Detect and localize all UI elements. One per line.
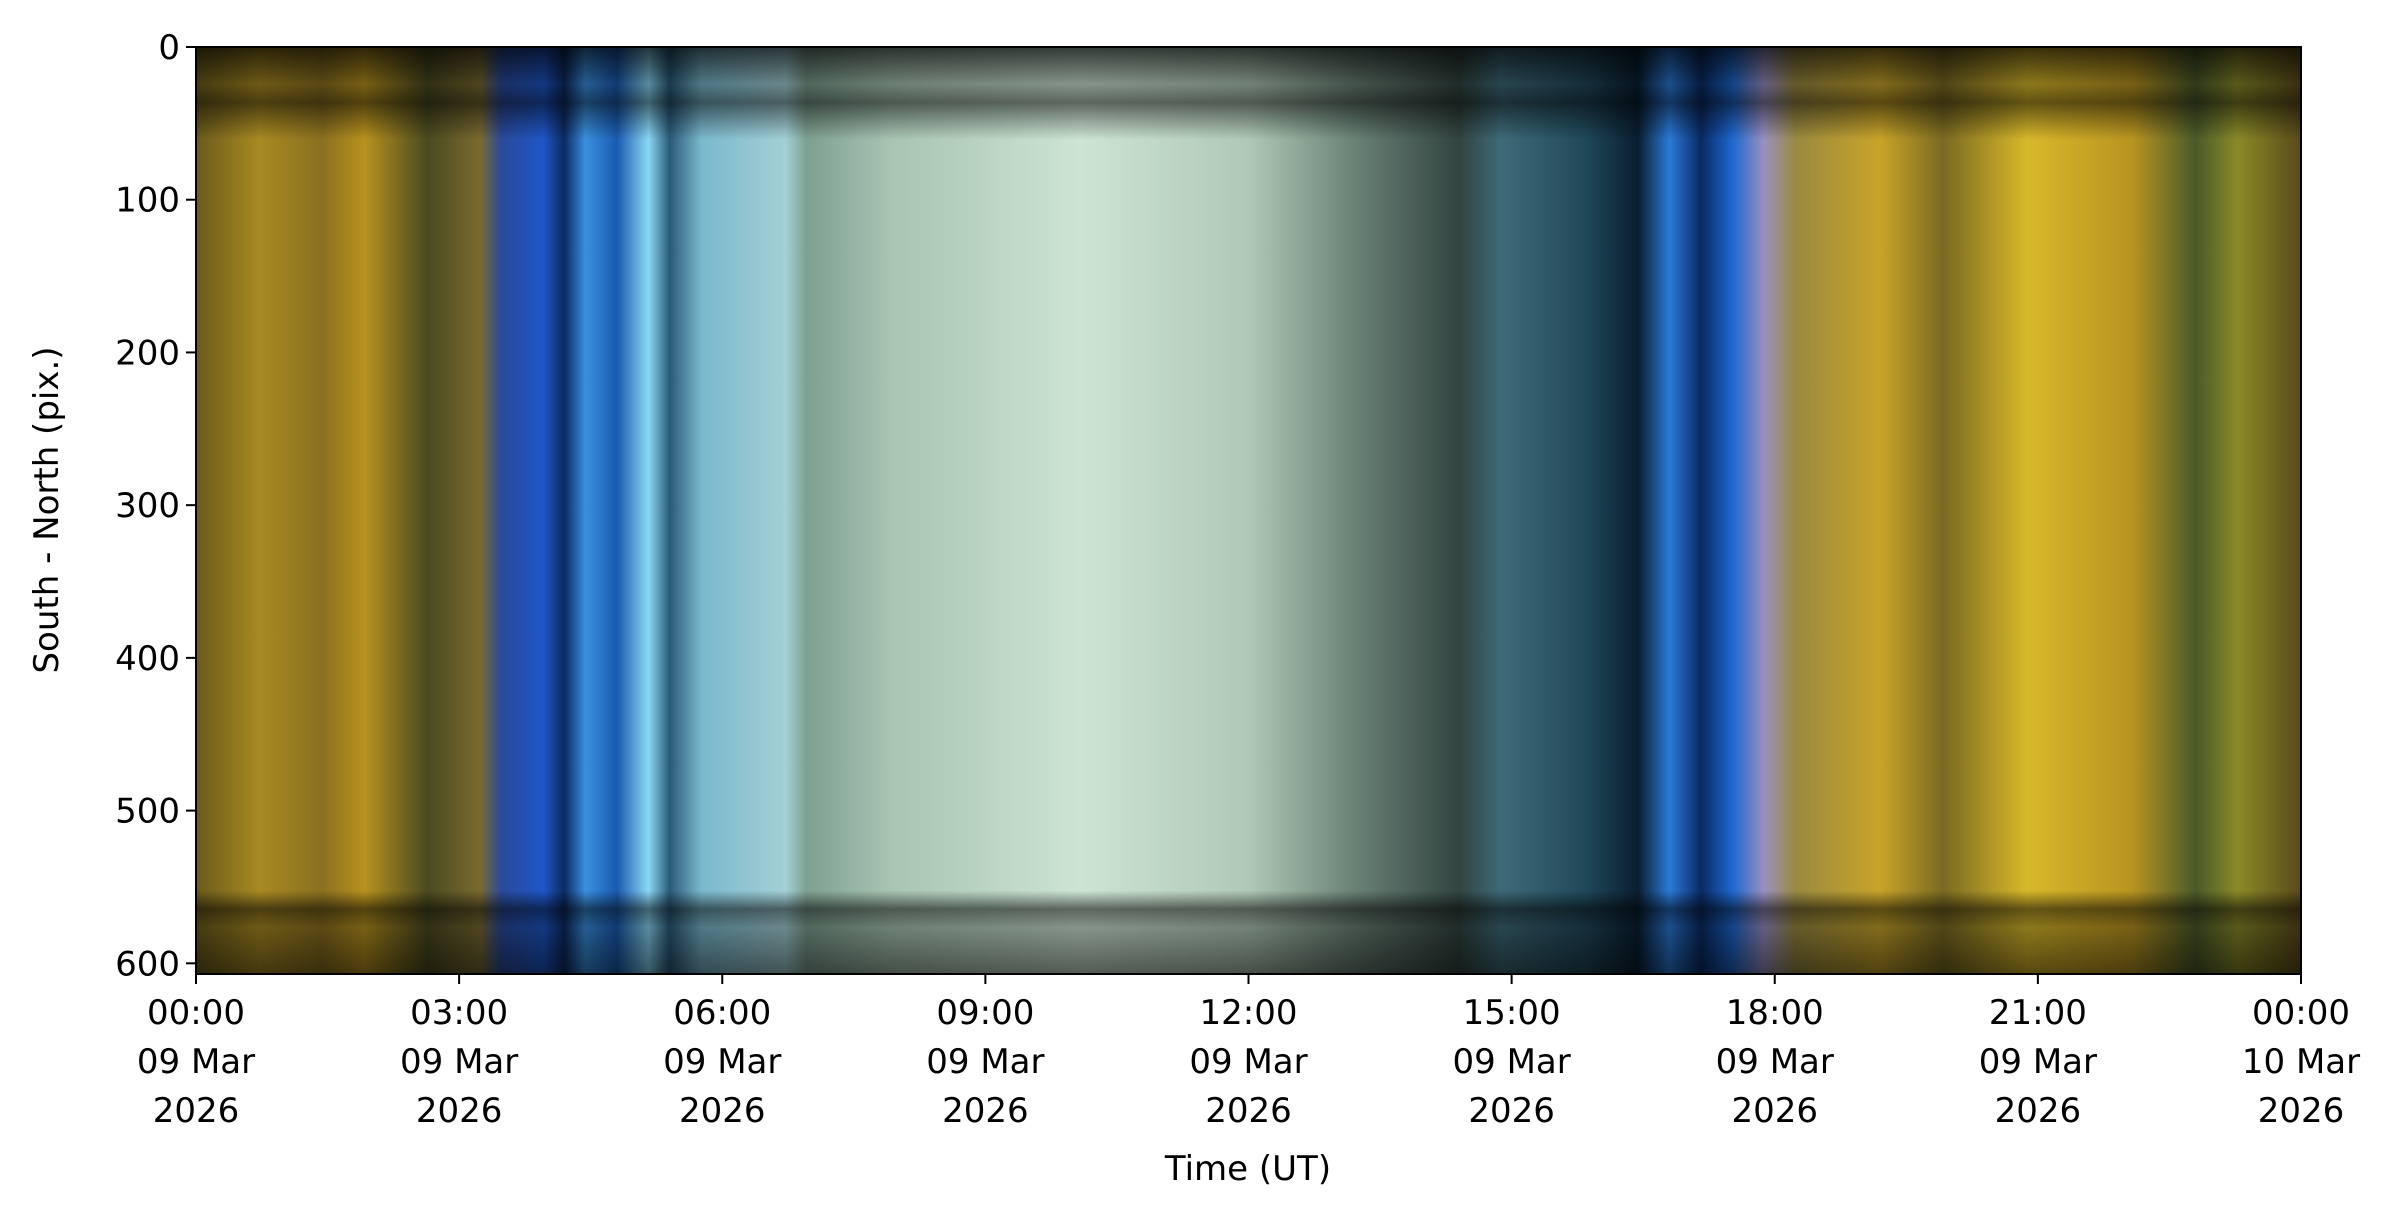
y-tick-label: 100 <box>115 181 180 221</box>
x-tick-label: 09 Mar <box>400 1042 518 1082</box>
x-tick-label: 06:00 <box>673 993 771 1033</box>
y-tick-label: 200 <box>115 333 180 373</box>
y-tick-label: 500 <box>115 792 180 832</box>
y-tick-label: 300 <box>115 486 180 526</box>
x-tick-label: 10 Mar <box>2242 1042 2360 1082</box>
y-axis-label: South - North (pix.) <box>27 346 67 673</box>
x-tick-label: 09:00 <box>936 993 1034 1033</box>
x-tick-label: 00:00 <box>2252 993 2350 1033</box>
keogram-shade <box>196 47 2301 974</box>
x-tick-label: 2026 <box>942 1091 1029 1131</box>
x-tick-label: 09 Mar <box>1716 1042 1834 1082</box>
x-tick-label: 09 Mar <box>1453 1042 1571 1082</box>
x-tick-label: 09 Mar <box>1979 1042 2097 1082</box>
x-tick-label: 09 Mar <box>663 1042 781 1082</box>
x-tick-label: 12:00 <box>1200 993 1298 1033</box>
x-tick-label: 03:00 <box>410 993 508 1033</box>
x-tick-label: 09 Mar <box>137 1042 255 1082</box>
x-axis-label: Time (UT) <box>1164 1149 1331 1189</box>
y-tick-label: 0 <box>158 28 180 68</box>
y-tick-label: 400 <box>115 639 180 679</box>
x-tick-label: 2026 <box>1468 1091 1555 1131</box>
x-tick-label: 2026 <box>2258 1091 2345 1131</box>
x-tick-label: 21:00 <box>1989 993 2087 1033</box>
x-tick-label: 2026 <box>1995 1091 2082 1131</box>
x-tick-label: 2026 <box>679 1091 766 1131</box>
x-tick-label: 09 Mar <box>1189 1042 1307 1082</box>
y-tick-label: 600 <box>115 944 180 984</box>
x-tick-label: 00:00 <box>147 993 245 1033</box>
x-tick-label: 2026 <box>416 1091 503 1131</box>
x-tick-label: 15:00 <box>1463 993 1561 1033</box>
x-tick-label: 09 Mar <box>926 1042 1044 1082</box>
x-tick-label: 2026 <box>1731 1091 1818 1131</box>
x-tick-label: 18:00 <box>1726 993 1824 1033</box>
x-tick-label: 2026 <box>153 1091 240 1131</box>
x-tick-label: 2026 <box>1205 1091 1292 1131</box>
